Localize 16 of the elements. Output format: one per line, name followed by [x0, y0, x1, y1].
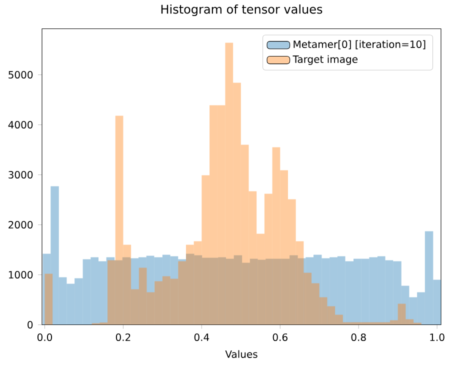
chart-title: Histogram of tensor values [161, 4, 322, 16]
y-tick-label: 5000 [8, 71, 33, 79]
x-tick-label: 0.0 [37, 334, 52, 342]
x-axis-title: Values [225, 350, 258, 358]
y-tick-label: 0 [28, 321, 33, 329]
y-tick-label: 2000 [8, 221, 33, 229]
y-tick-label: 1000 [8, 271, 33, 279]
y-tick-label: 3000 [8, 171, 33, 179]
legend-label: Metamer[0] [iteration=10] [294, 40, 426, 50]
legend-label: Target image [292, 55, 358, 65]
x-tick-label: 0.8 [351, 334, 366, 342]
y-tick-label: 4000 [8, 121, 33, 129]
x-tick-label: 1.0 [430, 334, 444, 342]
x-tick-label: 0.2 [116, 334, 130, 342]
x-tick-label: 0.4 [194, 334, 210, 342]
x-tick-label: 0.6 [272, 334, 288, 342]
